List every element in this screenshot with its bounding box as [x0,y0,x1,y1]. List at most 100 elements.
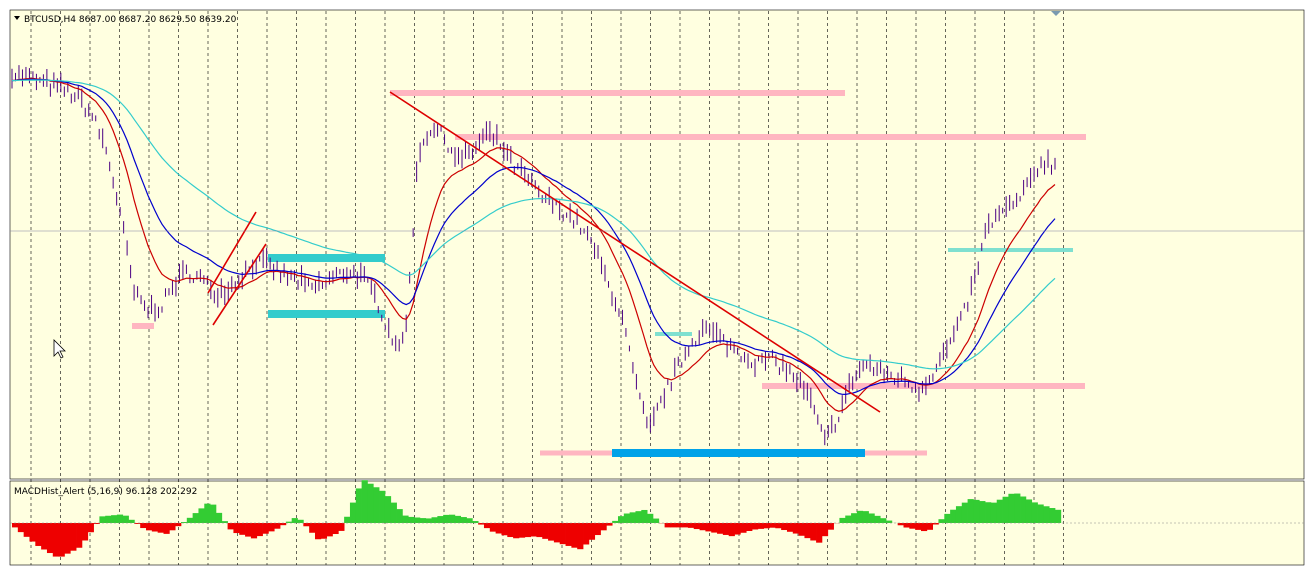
macd-histogram-bar [641,509,648,523]
moving-averages [11,77,1056,412]
price-zone [655,332,692,336]
macd-histogram-bar [280,523,287,526]
macd-histogram-bar [705,523,712,532]
support-resistance-zones [132,90,1086,457]
macd-histogram-bar [320,523,328,539]
macd-histogram-bar [786,523,794,532]
macd-histogram-bar [886,520,893,523]
macd-histogram-bar [93,523,100,524]
macd-histogram-bar [472,521,479,523]
macd-histogram-bar [553,523,561,543]
macd-histogram-bar [250,523,258,539]
macd-histogram-bar [425,518,432,523]
macd-histogram-bar [816,523,823,543]
macd-histogram-bar [52,523,59,557]
shift-marker-icon[interactable] [1051,11,1061,16]
macd-histogram-bar [577,523,584,550]
chevron-down-icon[interactable] [14,16,20,20]
macd-histogram-bar [396,509,403,523]
macd-histogram-bar [1055,509,1062,523]
macd-histogram-bar [198,508,205,523]
macd-histogram-bar [763,523,770,529]
macd-histogram-bar [851,513,858,523]
macd-histogram-bar [268,523,275,532]
macd-histogram-bar [116,514,124,523]
macd-histogram-bar [384,496,392,523]
macd-histogram-bar [454,515,462,523]
macd-histogram-bar [804,523,811,539]
macd-histogram-bar [530,523,537,537]
macd-histogram-bar [46,523,54,554]
macd-histogram-bar [239,523,246,535]
price-pane[interactable] [9,9,1305,480]
macd-histogram-bar [151,523,159,532]
price-zone [612,449,865,457]
macd-histogram-bar [594,523,601,536]
macd-histogram-bar [309,523,316,533]
macd-histogram-bar [355,488,362,523]
macd-histogram-bar [588,523,596,540]
macd-histogram-bar [99,516,106,523]
macd-histogram-bar [717,523,724,534]
macd-histogram-bar [792,523,799,534]
macd-histogram-bar [868,513,875,523]
macd-histogram-bar [769,523,776,528]
macd-histogram-bar [338,523,345,531]
macd-histogram-bar [862,511,869,523]
macd-histogram-bar [955,506,963,523]
macd-histogram-bar [1031,502,1038,523]
macd-histogram-bar [466,518,473,523]
macd-histogram-bar [81,523,89,541]
macd-histogram-bar [897,523,904,526]
indicator-header-label: MACDHist_Alert (5,16,9) 96.128 202.292 [14,487,197,497]
trend-line [389,91,881,413]
macd-histogram-bar [437,516,444,523]
price-zone [390,90,845,96]
macd-histogram-bar [617,516,625,523]
macd-histogram-bar [256,523,263,537]
macd-histogram-bar [1049,508,1056,523]
macd-histogram-bar [687,523,695,528]
macd-histogram-bar [186,517,193,523]
macd-histogram-bar [542,523,549,539]
macd-histogram-bar [262,523,269,534]
macd-histogram-bar [128,519,135,523]
macd-histogram-bar [821,523,829,537]
macd-histogram-bar [489,523,496,532]
macd-histogram-bar [711,523,718,533]
macd-histogram-bar [920,523,928,532]
macd-histogram-bar [12,523,19,528]
macd-histogram-bar [874,515,881,523]
moving-average-ma_fast [11,77,1056,412]
macd-histogram-bar [973,499,980,523]
macd-histogram-bar [612,520,619,523]
trend-line [212,243,267,326]
macd-histogram-bar [798,523,805,536]
grid-lines [30,11,1064,565]
macd-histogram-bar [629,512,636,523]
macd-histogram-bar [478,523,485,525]
macd-histogram-bar [41,523,48,550]
macd-histogram-bar [361,480,368,523]
macd-histogram-bar [903,523,910,528]
macd-histogram-bar [1020,496,1027,523]
macd-histogram-bar [297,519,304,523]
price-zone [455,134,1086,140]
macd-histogram-bar [64,523,71,554]
price-zone [132,323,154,329]
macd-histogram-bar [944,513,951,523]
macd-histogram-bar [950,509,957,523]
macd-histogram-bar [163,523,170,534]
macd-histogram-bar [344,516,351,523]
macd-histogram-bar [111,515,118,523]
macd-histogram-bar [507,523,514,538]
macd-histogram-bar [699,523,706,531]
macd-histogram-bar [419,518,427,523]
macd-histogram-bar [781,523,788,531]
macd-histogram-bar [227,523,234,530]
macd-histogram-bar [845,515,852,523]
macd-histogram-bar [722,523,730,535]
macd-histogram-bar [600,523,607,531]
macd-histogram-bar [734,523,741,535]
